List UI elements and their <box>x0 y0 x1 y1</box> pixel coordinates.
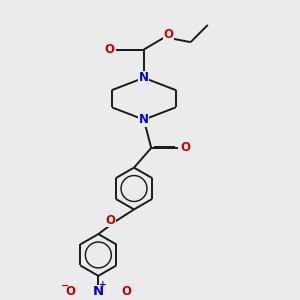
Text: N: N <box>139 113 149 126</box>
Text: O: O <box>164 28 173 41</box>
Text: +: + <box>99 280 106 290</box>
Text: O: O <box>65 285 76 298</box>
Text: O: O <box>121 285 131 298</box>
Text: O: O <box>106 214 116 226</box>
Text: O: O <box>104 43 114 56</box>
Text: −: − <box>61 281 69 291</box>
Text: N: N <box>93 285 104 298</box>
Text: N: N <box>139 71 149 84</box>
Text: O: O <box>180 141 190 154</box>
